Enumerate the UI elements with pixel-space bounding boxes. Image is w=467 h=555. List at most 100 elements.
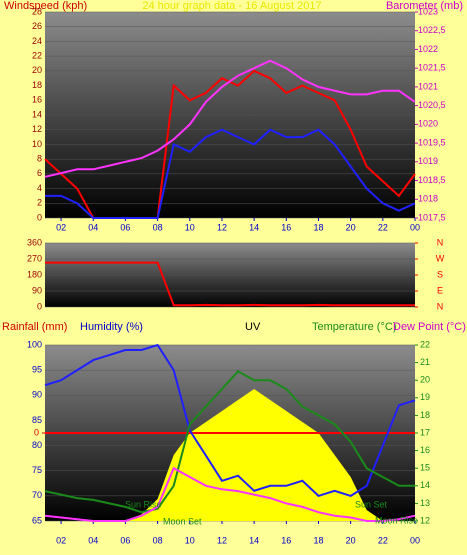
y2-label: Barometer (mb) [386, 0, 463, 12]
y-tick-label: 0 [37, 212, 42, 222]
y-label: Windspeed (kph) [4, 0, 87, 12]
x-tick-label: 02 [56, 535, 66, 545]
y2-tick-label: W [436, 253, 445, 263]
y2-tick-label: 1019,5 [418, 137, 446, 147]
x-tick-label: 02 [56, 222, 66, 232]
y2-tick-label: 1018 [418, 194, 438, 204]
y2-tick-label: 17 [420, 427, 430, 437]
line [45, 261, 415, 307]
label: Humidity (%) [80, 321, 143, 333]
y-tick-label: 2 [37, 198, 42, 208]
y2-tick-label: 1023 [418, 6, 438, 16]
y-tick-label: 95 [32, 365, 42, 375]
y-tick-label: 28 [32, 6, 42, 16]
x-tick-label: 04 [88, 535, 98, 545]
x-tick-label: 10 [185, 535, 195, 545]
y-tick-label: 70 [32, 490, 42, 500]
y2-tick-label: N [437, 237, 444, 247]
x-tick-label: 12 [217, 222, 227, 232]
y-tick-label: 80 [32, 440, 42, 450]
y-tick-label: 85 [32, 415, 42, 425]
y-tick-label: 90 [32, 390, 42, 400]
y-tick-label: 90 [32, 285, 42, 295]
y-tick-label: 270 [27, 253, 42, 263]
y3-tick-label: 0 [34, 427, 39, 437]
area [45, 389, 415, 521]
y-tick-label: 24 [32, 36, 42, 46]
annotation: Moon Set [163, 516, 202, 526]
x-tick-label: 20 [346, 222, 356, 232]
y2-tick-label: 12 [420, 515, 430, 525]
y-tick-label: 10 [32, 139, 42, 149]
y-tick-label: 20 [32, 65, 42, 75]
y-tick-label: 4 [37, 183, 42, 193]
x-tick-label: 14 [249, 222, 259, 232]
y-tick-label: 0 [37, 301, 42, 311]
annotation: Moon Rise [375, 515, 418, 525]
y2-tick-label: 21 [420, 357, 430, 367]
y2-tick-label: 14 [420, 480, 430, 490]
y2-tick-label: 1018,5 [418, 175, 446, 185]
y2-tick-label: 20 [420, 375, 430, 385]
line [44, 370, 415, 514]
y2-tick-label: 1022 [418, 44, 438, 54]
x-tick-label: 08 [153, 222, 163, 232]
x-tick-label: 18 [313, 222, 323, 232]
line [44, 343, 416, 498]
x-tick-label: 14 [249, 535, 259, 545]
x-tick-label: 10 [185, 222, 195, 232]
x-tick-label: 12 [217, 535, 227, 545]
y2-tick-label: 18 [420, 410, 430, 420]
y2-tick-label: 15 [420, 463, 430, 473]
y2-tick-label: S [437, 269, 443, 279]
y2-tick-label: E [437, 285, 443, 295]
line [44, 59, 416, 178]
x-tick-label: 18 [313, 535, 323, 545]
y2-tick-label: 1020,5 [418, 100, 446, 110]
y-tick-label: 12 [32, 124, 42, 134]
x-tick-label: 22 [378, 222, 388, 232]
y2-tick-label: 19 [420, 392, 430, 402]
x-tick-label: 20 [346, 535, 356, 545]
x-tick-label: 00 [410, 535, 420, 545]
x-tick-label: 16 [281, 222, 291, 232]
annotation: Sun Set [355, 499, 388, 509]
y-tick-label: 26 [32, 21, 42, 31]
y-tick-label: 180 [27, 269, 42, 279]
y-tick-label: 100 [27, 339, 42, 349]
line [45, 128, 416, 219]
x-tick-label: 16 [281, 535, 291, 545]
x-tick-label: 06 [120, 222, 130, 232]
y2-tick-label: 16 [420, 445, 430, 455]
y-tick-label: 8 [37, 154, 42, 164]
y2-tick-label: N [437, 301, 444, 311]
x-tick-label: 08 [153, 535, 163, 545]
chart-title: 24 hour graph data - 16 August 2017 [142, 0, 321, 12]
x-tick-label: 00 [410, 222, 420, 232]
y-tick-label: 22 [32, 51, 42, 61]
x-tick-label: 04 [88, 222, 98, 232]
y2-tick-label: 1021,5 [418, 63, 446, 73]
y-tick-label: 16 [32, 95, 42, 105]
annotation: Sun Rise [125, 499, 162, 509]
y-tick-label: 360 [27, 237, 42, 247]
x-tick-label: 22 [378, 535, 388, 545]
y2-tick-label: 1021 [418, 81, 438, 91]
y2-tick-label: 1019 [418, 156, 438, 166]
line [44, 466, 416, 522]
y-tick-label: 18 [32, 80, 42, 90]
y2-tick-label: 1017,5 [418, 212, 446, 222]
y2-tick-label: 1022,5 [418, 25, 446, 35]
y2-tick-label: 1020 [418, 119, 438, 129]
y2-tick-label: 22 [420, 339, 430, 349]
label: Temperature (°C) [312, 321, 396, 333]
y-tick-label: 6 [37, 168, 42, 178]
x-tick-label: 06 [120, 535, 130, 545]
y2-tick-label: 13 [420, 498, 430, 508]
y-tick-label: 75 [32, 465, 42, 475]
y-tick-label: 65 [32, 515, 42, 525]
label: UV [245, 321, 261, 333]
label: Dew Point (°C) [393, 321, 466, 333]
y-tick-label: 14 [32, 109, 42, 119]
